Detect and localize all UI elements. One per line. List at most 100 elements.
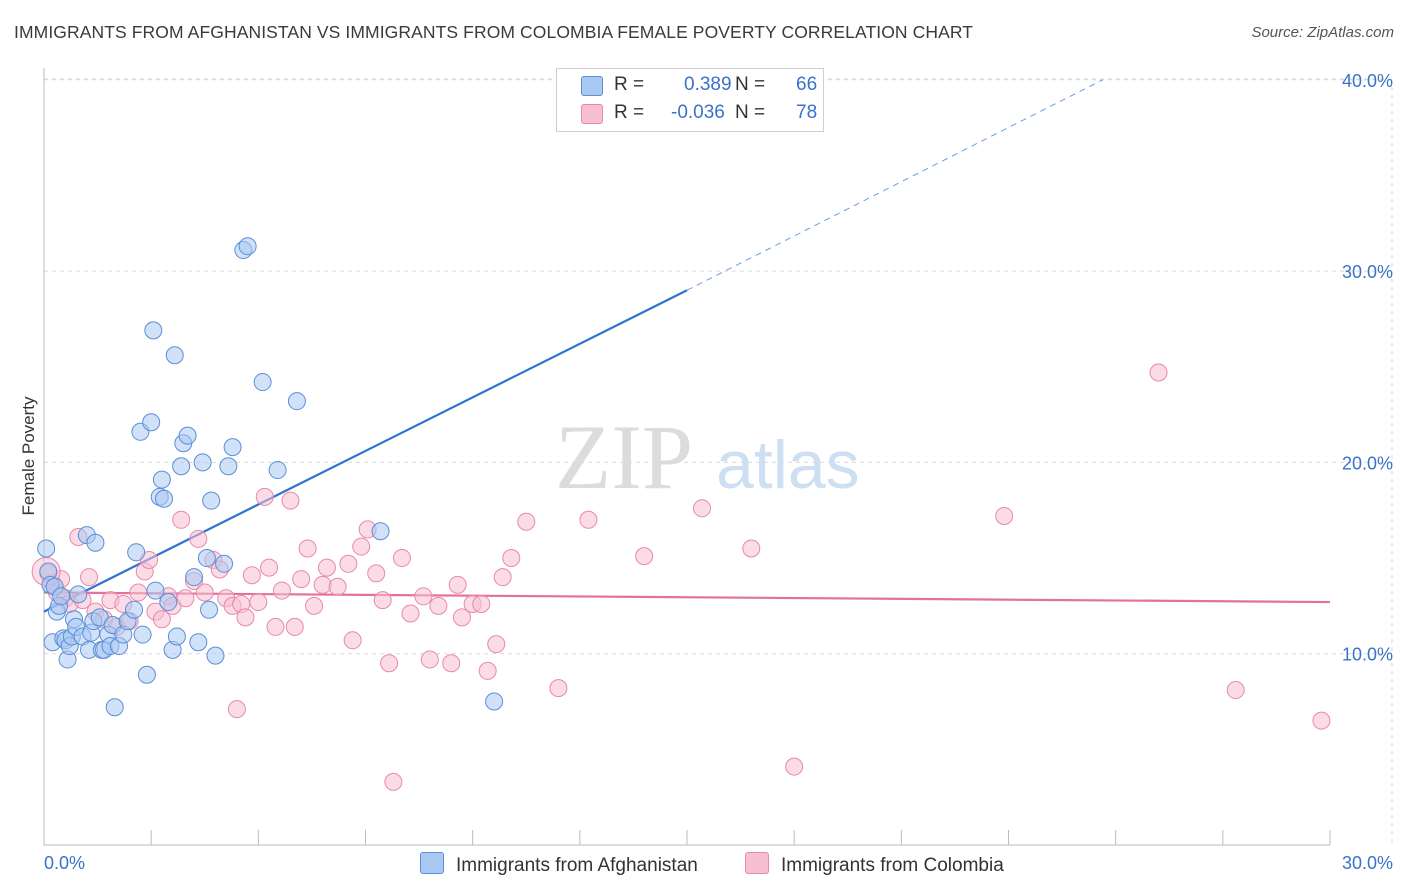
afghanistan-point [127, 543, 146, 562]
colombia-n-value: 78 [796, 102, 818, 123]
afghanistan-point [202, 491, 221, 510]
afghanistan-point [105, 698, 124, 717]
colombia-point [1226, 681, 1245, 700]
afghanistan-point [52, 587, 71, 606]
afghanistan-point [146, 581, 165, 600]
colombia-point [227, 700, 246, 719]
x-tick-labels: 0.0% 30.0% [44, 853, 1393, 873]
y-tick-label: 30.0% [1342, 262, 1393, 282]
colombia-point [442, 654, 461, 673]
legend-r-label: R = [614, 102, 645, 123]
afghanistan-point [86, 533, 105, 552]
chart-title: IMMIGRANTS FROM AFGHANISTAN VS IMMIGRANT… [14, 22, 974, 42]
colombia-point [401, 604, 420, 623]
watermark-zip: ZIP [555, 406, 693, 508]
colombia-point [195, 583, 214, 602]
colombia-point [305, 596, 324, 615]
colombia-point [189, 529, 208, 548]
colombia-point [236, 608, 255, 627]
colombia-point [693, 499, 712, 518]
afghanistan-point [37, 539, 56, 558]
colombia-point [152, 610, 171, 629]
colombia-point [339, 554, 358, 573]
afghanistan-swatch [581, 76, 603, 96]
colombia-point [448, 575, 467, 594]
colombia-point [281, 491, 300, 510]
afghanistan-point [287, 392, 306, 411]
y-tick-label: 10.0% [1342, 645, 1393, 665]
colombia-point [242, 566, 261, 585]
chart-source: Source: ZipAtlas.com [1251, 24, 1394, 41]
afghanistan-point [152, 470, 171, 489]
afghanistan-n-value: 66 [796, 74, 818, 95]
afghanistan-point [238, 237, 257, 256]
afghanistan-point [167, 627, 186, 646]
afghanistan-point [215, 554, 234, 573]
colombia-point [172, 510, 191, 529]
afghanistan-point [137, 665, 156, 684]
colombia-point [298, 539, 317, 558]
y-tick-labels: 10.0% 20.0% 30.0% 40.0% [1342, 71, 1393, 665]
afghanistan-point [371, 522, 390, 541]
afghanistan-r-value: 0.389 [684, 74, 732, 95]
afghanistan-point [189, 633, 208, 652]
colombia-point [478, 661, 497, 680]
colombia-point [995, 506, 1014, 525]
colombia-point [517, 512, 536, 531]
afghanistan-point [69, 585, 88, 604]
afghanistan-point [206, 646, 225, 665]
colombia-point [635, 547, 654, 566]
afghanistan-point [172, 457, 191, 476]
colombia-swatch [581, 104, 603, 124]
colombia-point [429, 596, 448, 615]
stats-legend: R = 0.389 N = 66 R = -0.036 N = 78 [556, 68, 824, 132]
colombia-point [380, 654, 399, 673]
colombia-point [420, 650, 439, 669]
colombia-point [1312, 711, 1331, 730]
afghanistan-point [142, 413, 161, 432]
afghanistan-trend-extension [686, 79, 1104, 291]
colombia-point [392, 549, 411, 568]
colombia-points [31, 363, 1331, 791]
y-tick-label: 40.0% [1342, 71, 1393, 91]
colombia-point [129, 583, 148, 602]
colombia-point [493, 568, 512, 587]
colombia-point [452, 608, 471, 627]
colombia-legend-swatch [745, 852, 769, 874]
colombia-point [328, 577, 347, 596]
legend-n-label: N = [735, 74, 766, 95]
colombia-point [579, 510, 598, 529]
x-tick-label: 0.0% [44, 853, 85, 873]
y-tick-label: 20.0% [1342, 453, 1393, 473]
colombia-point [343, 631, 362, 650]
colombia-point [80, 568, 99, 587]
afghanistan-point [133, 625, 152, 644]
colombia-point [249, 593, 268, 612]
afghanistan-point [159, 593, 178, 612]
afghanistan-point [165, 346, 184, 365]
colombia-point [266, 617, 285, 636]
colombia-point [502, 549, 521, 568]
afghanistan-point [178, 426, 197, 445]
afghanistan-point [219, 457, 238, 476]
legend-n-label: N = [735, 102, 766, 123]
x-tick-label: 30.0% [1342, 853, 1393, 873]
colombia-point [373, 591, 392, 610]
afghanistan-point [144, 321, 163, 340]
colombia-point [1149, 363, 1168, 382]
colombia-point [176, 589, 195, 608]
afghanistan-point [125, 600, 144, 619]
bottom-legend-colombia: Immigrants from Colombia [745, 852, 1004, 877]
colombia-point [352, 537, 371, 556]
bottom-legend-afghanistan: Immigrants from Afghanistan [420, 852, 698, 877]
colombia-r-value: -0.036 [671, 102, 725, 123]
afghanistan-point [485, 692, 504, 711]
colombia-point [313, 575, 332, 594]
trend-lines [43, 79, 1331, 613]
colombia-legend-label: Immigrants from Colombia [781, 855, 1004, 876]
legend-r-label: R = [614, 74, 645, 95]
y-axis-title: Female Poverty [19, 396, 38, 516]
colombia-point [260, 558, 279, 577]
grid-lines [44, 78, 1393, 845]
